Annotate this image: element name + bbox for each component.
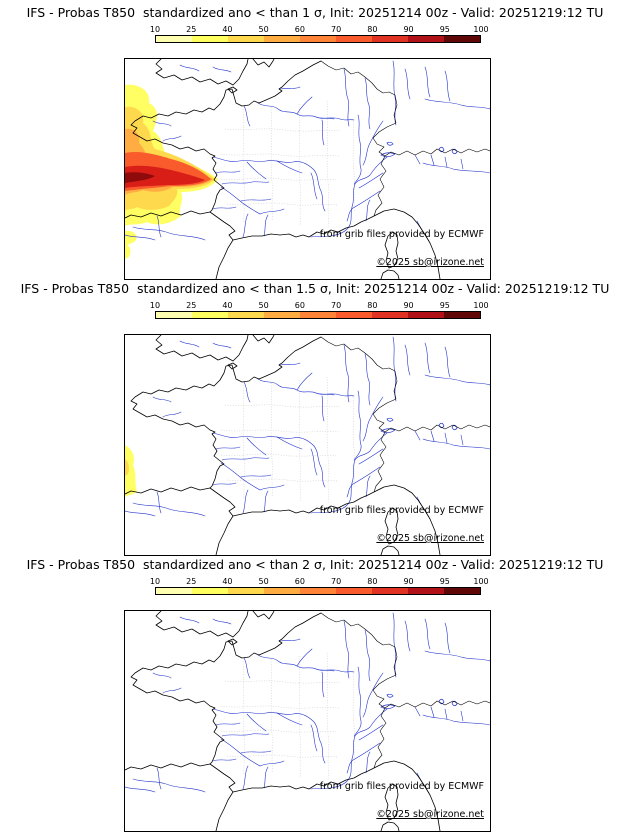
colorbar-tick: 100 [473,577,489,586]
colorbar-tick: 70 [331,301,342,310]
france-map-svg [125,59,490,279]
colorbar-tick: 10 [149,301,161,310]
colorbar-ticks: 10 25 40 50 60 70 80 90 95 100 [150,577,489,587]
colorbar-segment [156,312,192,318]
colorbar-segment [336,36,372,42]
colorbar-segment [336,588,372,594]
colorbar-segment [444,36,480,42]
colorbar-segment [408,312,444,318]
colorbar-tick: 90 [403,301,414,310]
colorbar-tick: 25 [186,25,197,34]
colorbar-segment [300,588,336,594]
colorbar-tick: 50 [258,301,269,310]
panel-2-sigma-1-5: IFS - Probas T850 standardized ano < tha… [0,276,630,556]
colorbar-tick: 25 [186,577,197,586]
colorbar-segment [264,588,300,594]
copyright-text: ©2025 sb@irizone.net [376,257,484,268]
colorbar-tick: 90 [403,577,414,586]
colorbar-tick: 60 [294,577,305,586]
colorbar-tick: 70 [331,25,342,34]
france-map-svg [125,611,490,831]
colorbar-tick: 40 [222,301,233,310]
colorbar-tick: 50 [258,577,269,586]
attribution-text: from grib files provided by ECMWF [319,229,484,240]
colorbar-segment [372,312,408,318]
colorbar-tick: 70 [331,577,342,586]
france-map-svg [125,335,490,555]
colorbar-tick: 25 [186,301,197,310]
colorbar-tick: 10 [149,25,161,34]
colorbar-segment [444,588,480,594]
colorbar-tick: 95 [439,577,450,586]
colorbar-ticks: 10 25 40 50 60 70 80 90 95 100 [150,25,489,35]
probability-field [125,84,218,259]
copyright-text: ©2025 sb@irizone.net [376,809,484,820]
panel-title: IFS - Probas T850 standardized ano < tha… [20,281,610,296]
colorbar-tick: 60 [294,25,305,34]
colorbar-tick: 60 [294,301,305,310]
colorbar-tick: 95 [439,25,450,34]
colorbar-segment [408,36,444,42]
colorbar-gradient [155,311,481,319]
colorbar-tick: 80 [367,577,378,586]
colorbar-segment [228,312,264,318]
colorbar-segment [264,36,300,42]
panel-title: IFS - Probas T850 standardized ano < tha… [26,557,604,572]
attribution-text: from grib files provided by ECMWF [319,781,484,792]
colorbar-segment [300,312,336,318]
probability-field [125,445,137,497]
colorbar-tick: 50 [258,25,269,34]
colorbar-segment [300,36,336,42]
colorbar-gradient [155,35,481,43]
colorbar-tick: 100 [473,25,489,34]
colorbar-segment [228,588,264,594]
colorbar: 10 25 40 50 60 70 80 90 95 100 [150,25,489,43]
colorbar: 10 25 40 50 60 70 80 90 95 100 [150,577,489,595]
attribution-text: from grib files provided by ECMWF [319,505,484,516]
colorbar-segment [264,312,300,318]
colorbar-segment [192,588,228,594]
colorbar-segment [336,312,372,318]
colorbar-segment [444,312,480,318]
map-france: from grib files provided by ECMWF ©2025 … [124,610,491,832]
panel-3-sigma-2: IFS - Probas T850 standardized ano < tha… [0,552,630,832]
colorbar-segment [192,312,228,318]
colorbar-tick: 40 [222,25,233,34]
colorbar-tick: 40 [222,577,233,586]
panel-1-sigma-1: IFS - Probas T850 standardized ano < tha… [0,0,630,280]
colorbar-segment [372,588,408,594]
colorbar-segment [192,36,228,42]
colorbar-ticks: 10 25 40 50 60 70 80 90 95 100 [150,301,489,311]
colorbar-tick: 95 [439,301,450,310]
colorbar-segment [156,36,192,42]
map-france: from grib files provided by ECMWF ©2025 … [124,58,491,280]
colorbar: 10 25 40 50 60 70 80 90 95 100 [150,301,489,319]
map-france: from grib files provided by ECMWF ©2025 … [124,334,491,556]
colorbar-tick: 90 [403,25,414,34]
colorbar-segment [408,588,444,594]
colorbar-segment [372,36,408,42]
colorbar-segment [156,588,192,594]
colorbar-tick: 100 [473,301,489,310]
copyright-text: ©2025 sb@irizone.net [376,533,484,544]
colorbar-tick: 10 [149,577,161,586]
colorbar-gradient [155,587,481,595]
colorbar-tick: 80 [367,25,378,34]
colorbar-segment [228,36,264,42]
panel-title: IFS - Probas T850 standardized ano < tha… [26,5,604,20]
colorbar-tick: 80 [367,301,378,310]
